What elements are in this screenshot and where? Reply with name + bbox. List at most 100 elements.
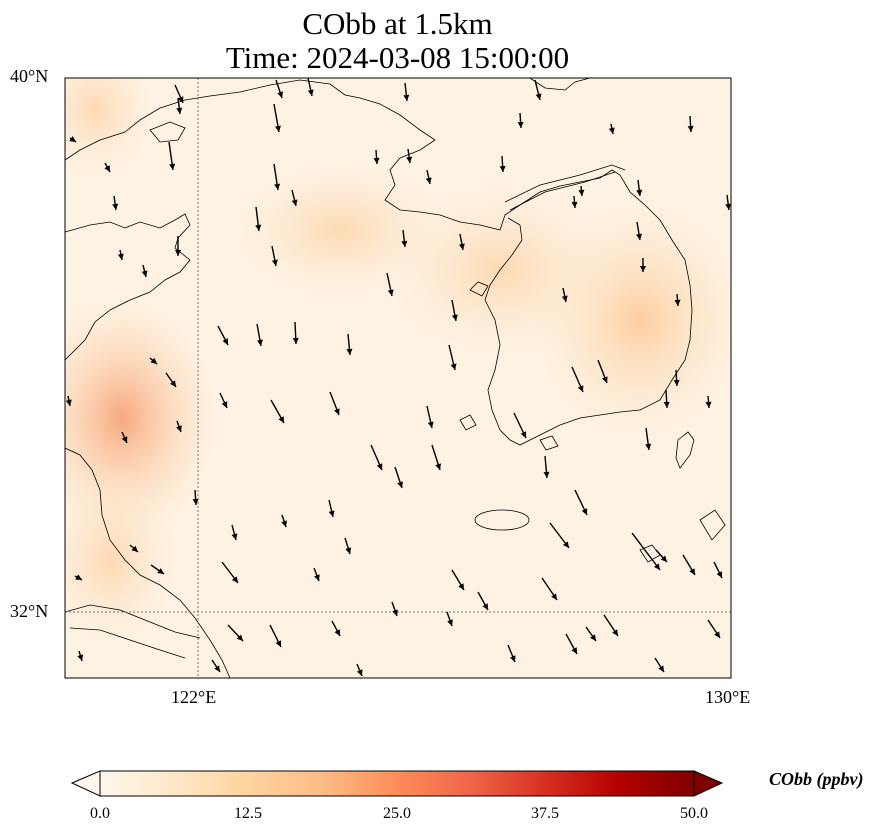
wind-arrow — [707, 619, 721, 639]
wind-arrow — [636, 179, 643, 197]
wind-arrow — [307, 78, 314, 97]
colorbar-extend-min — [70, 770, 101, 797]
wind-arrow — [431, 444, 442, 471]
wind-arrow — [273, 103, 281, 133]
wind-arrow — [655, 549, 668, 563]
wind-arrow — [401, 229, 408, 248]
wind-arrow — [406, 148, 413, 164]
wind-arrow — [654, 657, 665, 673]
colorbar-tick-0: 0.0 — [90, 805, 110, 822]
wind-arrow — [549, 522, 570, 549]
wind-arrow — [104, 162, 111, 173]
wind-arrow — [344, 537, 352, 555]
wind-arrow — [391, 601, 398, 617]
wind-arrow — [636, 221, 642, 241]
wind-arrow — [221, 561, 239, 584]
wind-arrow — [561, 287, 568, 303]
wind-arrow — [565, 633, 578, 655]
wind-arrow — [149, 357, 158, 365]
wind-arrow — [448, 344, 457, 371]
wind-arrow — [394, 466, 403, 489]
concentration-field — [65, 78, 731, 678]
wind-arrow — [370, 444, 383, 471]
wind-arrow — [275, 79, 283, 99]
wind-arrow — [329, 391, 340, 416]
coastlines — [65, 78, 726, 678]
wind-arrow — [231, 524, 238, 541]
wind-arrow — [513, 412, 527, 439]
wind-arrow — [645, 427, 652, 451]
map-frame — [64, 77, 732, 679]
gridlines — [65, 78, 731, 678]
wind-arrow — [255, 206, 262, 232]
wind-arrow — [373, 149, 380, 165]
wind-arrow — [270, 399, 285, 424]
wind-arrow — [386, 272, 394, 297]
wind-arrow — [346, 333, 353, 356]
wind-arrow — [77, 650, 84, 662]
wind-arrow — [176, 97, 183, 115]
wind-arrow — [425, 169, 432, 185]
wind-arrow — [571, 366, 584, 393]
wind-arrow — [112, 195, 119, 211]
wind-arrow — [543, 455, 550, 479]
wind-arrow — [597, 359, 608, 384]
wind-arrow — [117, 249, 124, 261]
wind-arrow — [331, 620, 341, 637]
wind-arrow — [313, 567, 320, 582]
wind-arrow — [174, 84, 184, 104]
lon-tick-label-130: 130°E — [705, 687, 751, 707]
wind-arrow — [673, 369, 680, 387]
wind-arrow — [356, 663, 363, 677]
wind-arrow — [451, 299, 458, 322]
wind-arrow — [517, 112, 524, 129]
wind-arrow — [687, 115, 694, 133]
lat-tick-label-32: 32°N — [10, 601, 49, 621]
wind-arrow — [168, 141, 176, 171]
wind-arrow — [273, 163, 281, 191]
colorbar-tick-12-5: 12.5 — [234, 805, 262, 822]
wind-arrow — [446, 611, 453, 627]
wind-arrow — [219, 392, 228, 409]
wind-arrow — [640, 258, 646, 272]
map-title-line2: Time: 2024-03-08 15:00:00 — [225, 40, 570, 75]
map-title-line1: CObb at 1.5km — [302, 6, 493, 41]
wind-arrow — [578, 185, 585, 197]
wind-arrow — [291, 189, 298, 207]
wind-arrow — [328, 499, 335, 518]
wind-arrow — [608, 123, 615, 135]
wind-vectors — [65, 78, 731, 677]
wind-arrow — [705, 395, 712, 409]
wind-arrow — [477, 591, 489, 611]
wind-arrow — [541, 577, 558, 601]
wind-arrow — [129, 544, 139, 553]
wind-arrow — [507, 644, 516, 663]
wind-arrow — [725, 194, 731, 211]
wind-arrow — [663, 389, 670, 409]
colorbar-body — [99, 770, 695, 797]
lat-tick-label-40: 40°N — [10, 66, 49, 86]
wind-arrow — [674, 293, 681, 307]
wind-arrow — [211, 659, 221, 673]
wind-arrow — [571, 195, 578, 209]
wind-arrow — [292, 321, 299, 345]
wind-arrow — [403, 82, 410, 102]
wind-arrow — [458, 233, 465, 251]
wind-arrow — [192, 489, 199, 506]
wind-arrow — [271, 245, 278, 267]
wind-arrow — [499, 155, 506, 173]
colorbar-tick-50: 50.0 — [680, 805, 708, 822]
wind-arrow — [65, 395, 72, 407]
colorbar-extend-max — [693, 770, 724, 797]
colorbar-tick-25: 25.0 — [383, 805, 411, 822]
wind-arrow — [150, 564, 165, 575]
wind-arrow — [141, 264, 148, 278]
wind-arrow — [227, 624, 244, 642]
colorbar — [70, 770, 724, 797]
wind-arrow — [176, 420, 182, 433]
wind-arrow — [281, 514, 287, 528]
wind-arrow — [256, 323, 263, 347]
wind-arrow — [74, 574, 83, 581]
wind-arrow — [631, 532, 661, 571]
